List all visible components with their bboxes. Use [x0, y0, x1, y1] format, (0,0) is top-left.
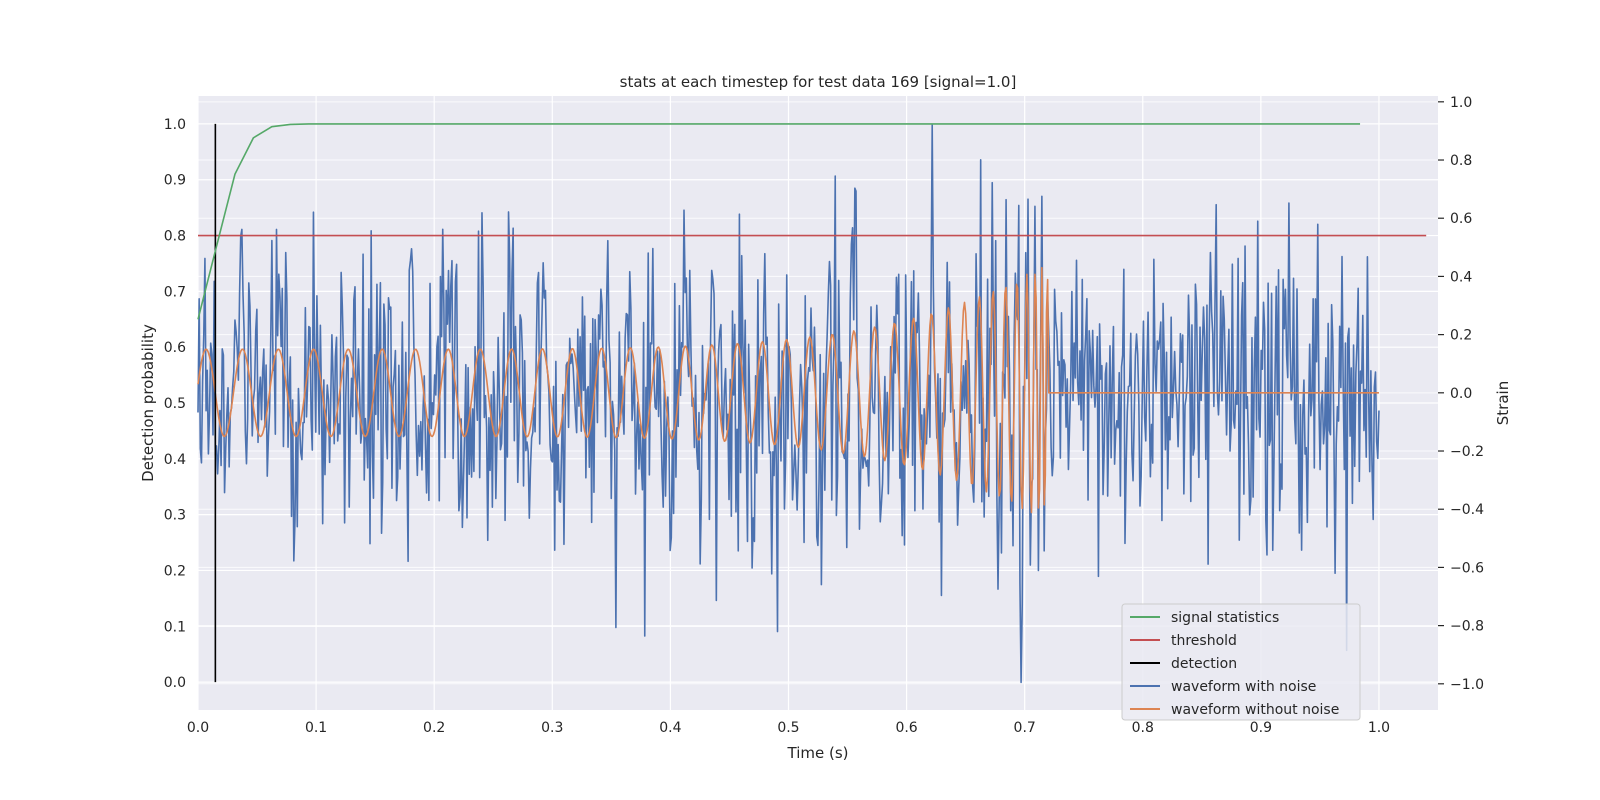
x-tick-label: 0.6 — [895, 720, 917, 736]
y-right-tick-label: −0.6 — [1450, 560, 1484, 576]
y-left-axis-label: Detection probability — [139, 324, 157, 482]
plot-area — [197, 123, 1427, 684]
y-right-tick-label: 0.8 — [1450, 153, 1472, 169]
y-right-tick-label: −0.8 — [1450, 619, 1484, 635]
series-waveform-with-noise — [197, 124, 1380, 684]
y-left-tick-label: 0.0 — [164, 675, 186, 691]
x-tick-label: 0.2 — [423, 720, 445, 736]
y-right-tick-label: 0.0 — [1450, 386, 1472, 402]
y-right-axis-ticks: −1.0 −0.8 −0.6 −0.4 −0.2 0.0 0.2 0.4 0.6 0.8 1.0 — [1438, 95, 1484, 693]
legend-label-threshold: threshold — [1171, 633, 1237, 649]
x-tick-label: 0.7 — [1014, 720, 1036, 736]
y-right-tick-label: 0.2 — [1450, 328, 1472, 344]
legend-label-detection: detection — [1171, 656, 1237, 672]
y-left-tick-label: 0.8 — [164, 229, 186, 245]
x-tick-label: 0.0 — [187, 720, 209, 736]
y-right-axis-label: Strain — [1494, 381, 1512, 425]
x-tick-label: 1.0 — [1368, 720, 1390, 736]
y-right-tick-label: 0.4 — [1450, 269, 1472, 285]
y-left-tick-label: 0.4 — [164, 452, 186, 468]
y-left-tick-label: 0.2 — [164, 563, 186, 579]
x-tick-label: 0.9 — [1250, 720, 1272, 736]
legend-label-waveform-with-noise: waveform with noise — [1171, 679, 1316, 695]
y-left-tick-label: 1.0 — [164, 117, 186, 133]
x-tick-label: 0.1 — [305, 720, 327, 736]
y-right-tick-label: 0.6 — [1450, 211, 1472, 227]
y-left-tick-label: 0.5 — [164, 396, 186, 412]
y-left-tick-label: 0.7 — [164, 284, 186, 300]
y-right-tick-label: −0.2 — [1450, 444, 1484, 460]
y-left-tick-label: 0.3 — [164, 508, 186, 524]
y-right-tick-label: −0.4 — [1450, 502, 1484, 518]
series-signal-statistics — [197, 123, 1361, 320]
x-tick-label: 0.8 — [1132, 720, 1154, 736]
x-axis-ticks: 0.0 0.1 0.2 0.3 0.4 0.5 0.6 0.7 0.8 0.9 1.0 — [187, 720, 1390, 736]
y-left-tick-label: 0.6 — [164, 340, 186, 356]
x-axis-label: Time (s) — [787, 744, 849, 762]
legend-label-waveform-without-noise: waveform without noise — [1171, 702, 1339, 718]
legend-box — [1121, 603, 1361, 721]
y-right-tick-label: 1.0 — [1450, 95, 1472, 111]
y-left-tick-label: 0.9 — [164, 173, 186, 189]
y-left-tick-label: 0.1 — [164, 619, 186, 635]
y-right-tick-label: −1.0 — [1450, 677, 1484, 693]
series-waveform-without-noise — [197, 266, 1379, 514]
legend: signal statistics threshold detection wa… — [1121, 603, 1361, 721]
y-left-axis-ticks: 0.0 0.1 0.2 0.3 0.4 0.5 0.6 0.7 0.8 0.9 1.0 — [164, 117, 186, 691]
x-tick-label: 0.3 — [541, 720, 563, 736]
legend-label-signal-statistics: signal statistics — [1171, 610, 1279, 626]
x-tick-label: 0.4 — [659, 720, 681, 736]
chart-title: stats at each timestep for test data 169… — [620, 73, 1017, 91]
x-tick-label: 0.5 — [777, 720, 799, 736]
